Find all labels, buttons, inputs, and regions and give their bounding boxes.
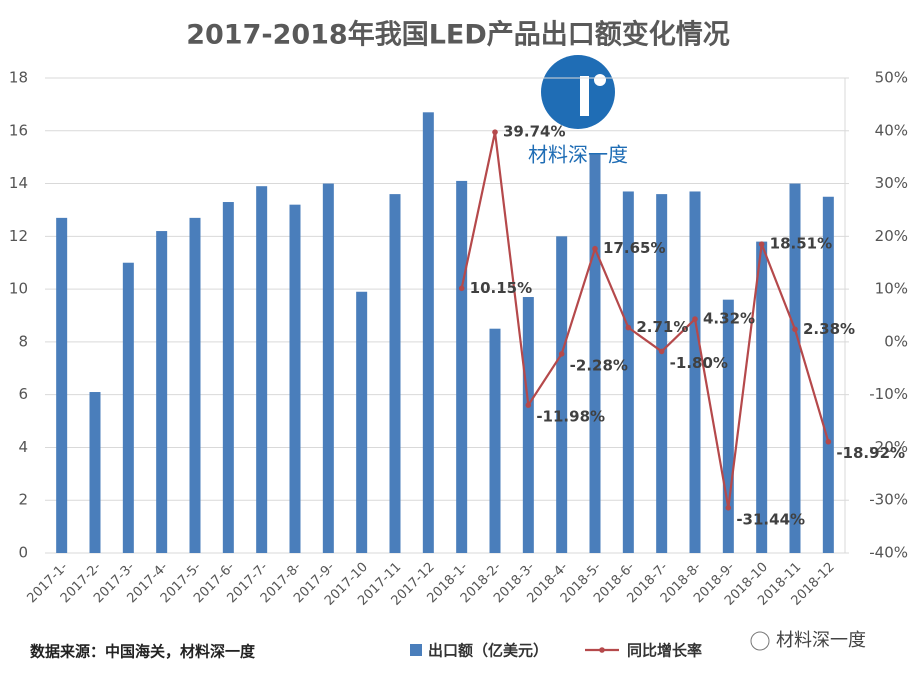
y2-tick-label: 20% [875,227,908,245]
bar [189,217,201,553]
logo-text: 材料深一度 [528,143,628,167]
bar [356,291,368,553]
y2-tick-label: 30% [875,174,908,192]
chart-title: 2017-2018年我国LED产品出口额变化情况 [186,19,730,51]
line-point [592,245,598,252]
bar [789,183,801,554]
y2-tick-label: 50% [875,69,908,87]
line-point [658,348,665,355]
bar [656,194,668,553]
bar [589,154,601,553]
bar [556,236,568,554]
line-point [825,438,832,445]
logo-dot [594,74,606,86]
data-label: 39.74% [503,123,565,141]
line-point [758,241,765,247]
logo [541,55,615,129]
data-label: -31.44% [736,510,805,528]
bar [289,204,301,553]
data-label: -2.28% [570,356,628,374]
wechat-mark: 材料深一度 [750,630,866,651]
logo-circle [541,55,615,129]
bar [322,183,334,554]
bar [722,299,734,553]
line-point [558,351,565,357]
y-tick-label: 14 [9,174,28,192]
data-label: 4.32% [703,310,755,328]
line-point [725,505,732,511]
bar [256,186,268,553]
y-tick-label: 2 [18,491,28,509]
y-tick-label: 18 [9,69,28,87]
y2-tick-label: 10% [875,280,908,298]
data-label: 2.38% [803,320,855,338]
bar [56,217,68,553]
line-point [492,129,498,135]
bar [622,191,634,553]
source-note: 数据来源：中国海关，材料深一度 [30,643,256,661]
line [460,131,830,509]
bar [122,262,134,553]
wechat-text: 材料深一度 [776,630,866,651]
legend-swatch [410,644,422,656]
line-point [625,324,632,331]
bar [89,392,101,553]
data-label: 18.51% [770,235,832,253]
bar [489,328,501,553]
line-point [792,326,798,333]
y2-tick-label: -30% [869,491,908,509]
line-point [525,402,532,408]
y2-tick-label: -40% [869,544,908,562]
data-label: -1.80% [670,354,728,372]
y2-tick-label: -10% [869,385,908,403]
bar [422,112,434,554]
y-tick-label: 12 [9,227,28,245]
y-tick-label: 16 [9,121,28,139]
bar [689,191,701,553]
bar [822,196,834,553]
legend-label: 出口额（亿美元） [428,642,548,660]
data-label: 2.71% [636,318,688,336]
y2-tick-label: 40% [875,121,908,139]
bar [456,180,468,553]
bar [222,202,234,553]
data-label: 17.65% [603,239,665,257]
bar [156,231,168,554]
y-tick-label: 4 [18,438,28,456]
bar [389,194,401,553]
bar [756,241,768,553]
y2-tick-label: -20% [869,438,908,456]
bar [522,297,534,553]
legend-label: 同比增长率 [627,642,702,660]
line-point [458,285,465,292]
logo-stroke [580,76,589,116]
y-tick-label: 10 [9,280,28,298]
line-point [692,316,698,322]
legend-swatch-dot [599,647,605,653]
wechat-icon [750,631,770,651]
y-tick-label: 6 [18,385,28,403]
data-label: -11.98% [536,408,605,426]
y2-tick-label: 0% [884,332,908,350]
data-label: -18.92% [836,444,905,462]
y-tick-label: 0 [18,544,28,562]
data-label: 10.15% [470,279,532,297]
y-tick-label: 8 [18,332,28,350]
